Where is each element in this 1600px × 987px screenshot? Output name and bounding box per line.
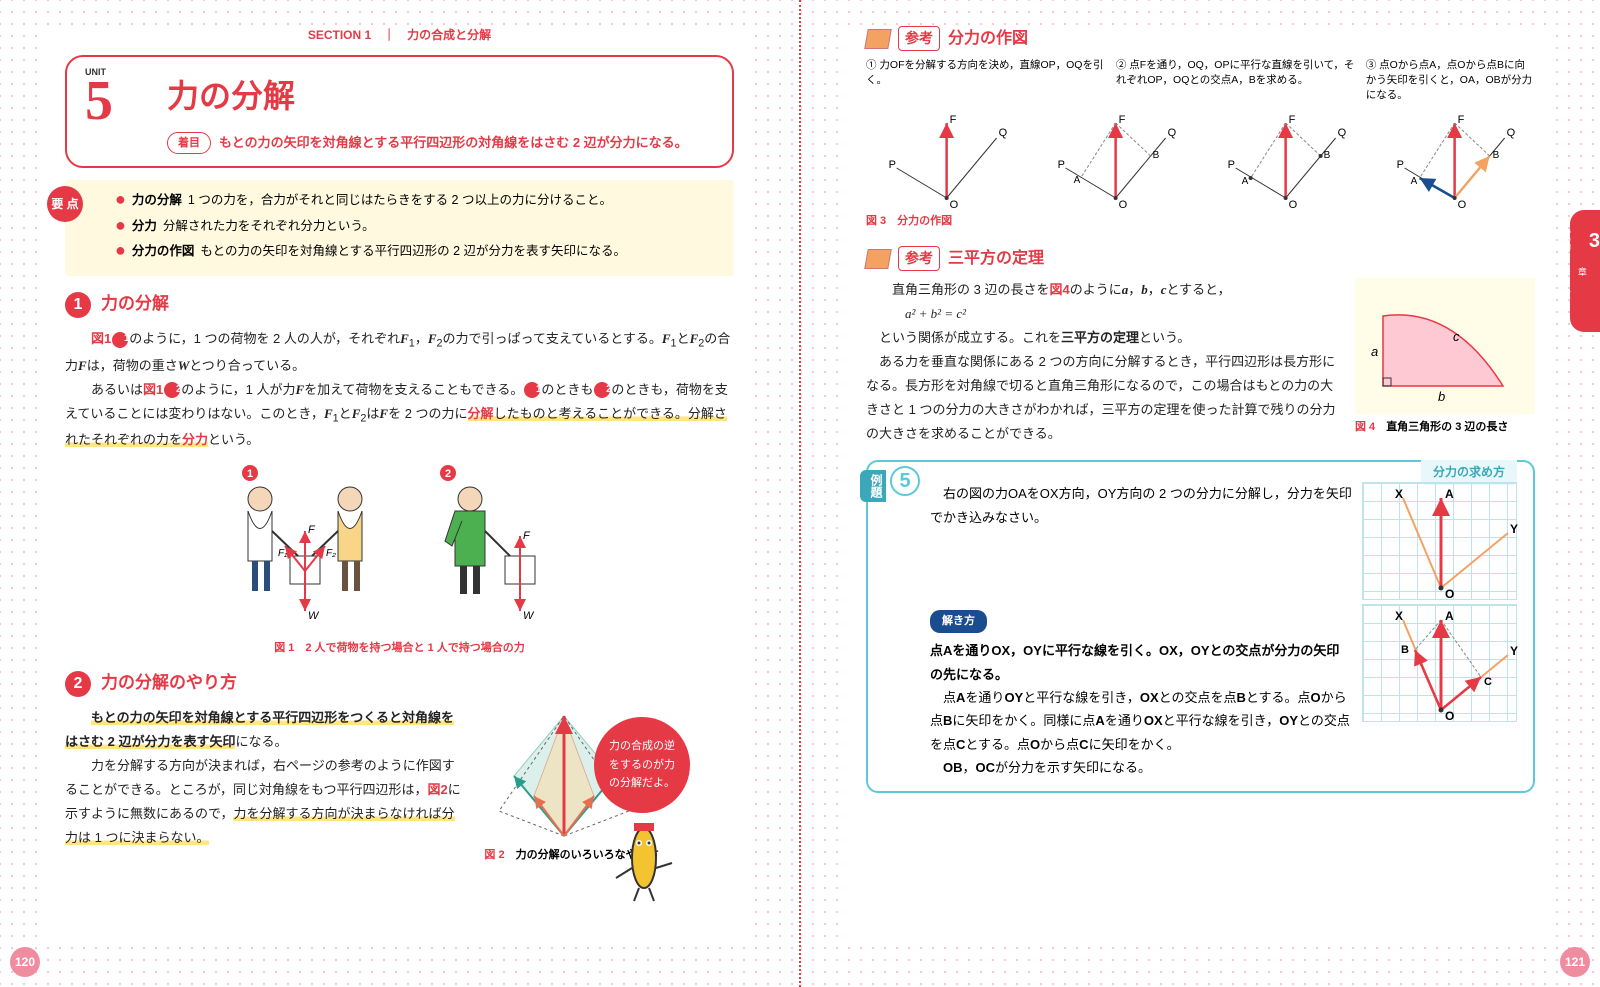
svg-text:P: P [889,159,896,171]
svg-text:b: b [1438,389,1445,404]
svg-text:F₁: F₁ [278,548,287,559]
unit-number: 5 [85,73,113,129]
svg-text:2: 2 [444,468,450,480]
svg-text:O: O [1457,199,1466,208]
sankou-icon [864,29,892,49]
svg-text:P: P [1058,159,1065,171]
svg-text:F: F [1457,114,1464,126]
svg-text:F₂: F₂ [326,548,336,559]
page-left: SECTION 1 ｜ 力の合成と分解 UNIT 5 力の分解 着目 もとの力の… [0,0,801,987]
section-1-num: 1 [65,292,91,318]
section-header: SECTION 1 ｜ 力の合成と分解 [65,25,734,45]
sec1-para-1: 図11のように，1 つの荷物を 2 人の人が，それぞれF1，F2の力で引っぱって… [65,327,734,378]
svg-text:P: P [1396,159,1403,171]
example-tag: 分力の求め方 [1421,460,1517,484]
example-question-diagram: X Y A O [1362,482,1517,600]
svg-text:F: F [1288,114,1295,126]
chakumoku-badge: 着目 [167,132,211,155]
svg-text:A: A [1074,175,1081,186]
sankou-2-head: 参考 三平方の定理 [866,245,1535,272]
svg-text:W: W [523,610,535,622]
svg-text:A: A [1410,176,1417,187]
svg-text:c: c [1453,329,1460,344]
svg-text:Y: Y [1510,644,1518,658]
svg-text:Q: Q [1506,127,1515,139]
svg-text:O: O [1445,709,1454,723]
svg-text:Q: Q [1168,127,1177,139]
page-right: 参考 分力の作図 ① 力OFを分解する方向を決め，直線OP，OQを引く。 ② 点… [801,0,1600,987]
svg-text:P: P [1227,159,1234,171]
figure-4-box: a b c 図 4 直角三角形の 3 辺の長さ [1355,278,1535,437]
sankou-1-head: 参考 分力の作図 [866,25,1535,52]
svg-text:1: 1 [246,468,252,480]
page-number-right: 121 [1560,947,1590,977]
svg-text:A: A [1445,487,1454,501]
svg-text:Q: Q [1337,127,1346,139]
youten-item-3: ● 分力の作図もとの力の矢印を対角線とする平行四辺形の 2 辺が分力を表す矢印に… [115,241,718,262]
svg-text:Y: Y [1510,522,1518,536]
sankou-1-steps: ① 力OFを分解する方向を決め，直線OP，OQを引く。 ② 点Fを通り，OQ，O… [866,58,1535,102]
example-answer-diagram: X Y A B C O [1362,604,1517,722]
svg-text:Q: Q [999,127,1008,139]
svg-text:O: O [1288,199,1297,208]
sankou-1-diagrams: P Q F O P Q F A B O P Q F [866,108,1535,208]
section-2-title: 力の分解のやり方 [101,669,237,698]
section-1-head: 1 力の分解 [65,290,734,319]
svg-text:B: B [1323,150,1330,161]
svg-text:O: O [950,199,959,208]
sankou-2-badge: 参考 [898,246,940,272]
kaiketsu-badge: 解き方 [930,610,987,633]
figure-1-caption: 図 1 2 人で荷物を持つ場合と 1 人で持つ場合の力 [65,639,734,658]
mascot: 力の合成の逆をするのが力の分解だよ。 [564,717,714,903]
section-2-head: 2 力の分解のやり方 [65,669,734,698]
mascot-bubble: 力の合成の逆をするのが力の分解だよ。 [594,717,690,813]
youten-box: 要 点 ● 力の分解1 つの力を，合力がそれと同じはたらきをする 2 つ以上の力… [65,180,734,276]
mascot-icon [604,813,684,903]
svg-text:C: C [1484,676,1492,688]
figure-1-illustration: 1 F [190,461,610,631]
svg-text:B: B [1153,150,1160,161]
svg-text:X: X [1395,609,1403,623]
example-answer-3: OB，OCが分力を示す矢印になる。 [930,756,1517,779]
svg-text:F: F [523,530,531,542]
section-1-title: 力の分解 [101,290,169,319]
svg-text:O: O [1119,199,1128,208]
svg-text:W: W [308,610,320,622]
sankou-1-badge: 参考 [898,26,940,52]
example-box: 例題 5 分力の求め方 X Y A O 右の図の力OAをOX方向，OY方向の 2… [866,460,1535,793]
unit-box: UNIT 5 力の分解 着目 もとの力の矢印を対角線とする平行四辺形の対角線をは… [65,55,734,168]
youten-badge: 要 点 [47,186,83,222]
svg-text:A: A [1241,176,1248,187]
youten-item-2: ● 分力分解された力をそれぞれ分力という。 [115,216,718,237]
sankou-1-title: 分力の作図 [948,25,1028,52]
example-badge: 例題 [860,470,886,502]
sec1-para-2: あるいは図12のように，1 人が力Fを加えて荷物を支えることもできる。1のときも… [65,378,734,453]
svg-text:F: F [1119,114,1126,126]
svg-text:B: B [1492,150,1499,161]
youten-item-1: ● 力の分解1 つの力を，合力がそれと同じはたらきをする 2 つ以上の力に分ける… [115,190,718,211]
svg-text:F: F [308,524,316,536]
svg-text:a: a [1371,344,1378,359]
svg-text:X: X [1395,487,1403,501]
example-num: 5 [890,466,920,496]
sankou-2-title: 三平方の定理 [948,245,1044,272]
chakumoku-text: もとの力の矢印を対角線とする平行四辺形の対角線をはさむ 2 辺が分力になる。 [219,132,688,154]
figure-3-caption: 図 3 分力の作図 [866,212,1535,231]
svg-text:A: A [1445,609,1454,623]
section-2-num: 2 [65,671,91,697]
sec2-para-1: もとの力の矢印を対角線とする平行四辺形をつくると対角線をはさむ 2 辺が分力を表… [65,706,464,754]
unit-title: 力の分解 [167,69,712,123]
svg-text:F: F [950,114,957,126]
page-number-left: 120 [10,947,40,977]
svg-text:O: O [1445,587,1454,601]
chapter-tab: 3 章 運動とエネルギー [1570,210,1600,332]
sankou-icon-2 [864,249,892,269]
sec2-para-2: 力を分解する方向が決まれば，右ページの参考のように作図することができる。ところが… [65,754,464,850]
svg-text:B: B [1401,644,1409,656]
